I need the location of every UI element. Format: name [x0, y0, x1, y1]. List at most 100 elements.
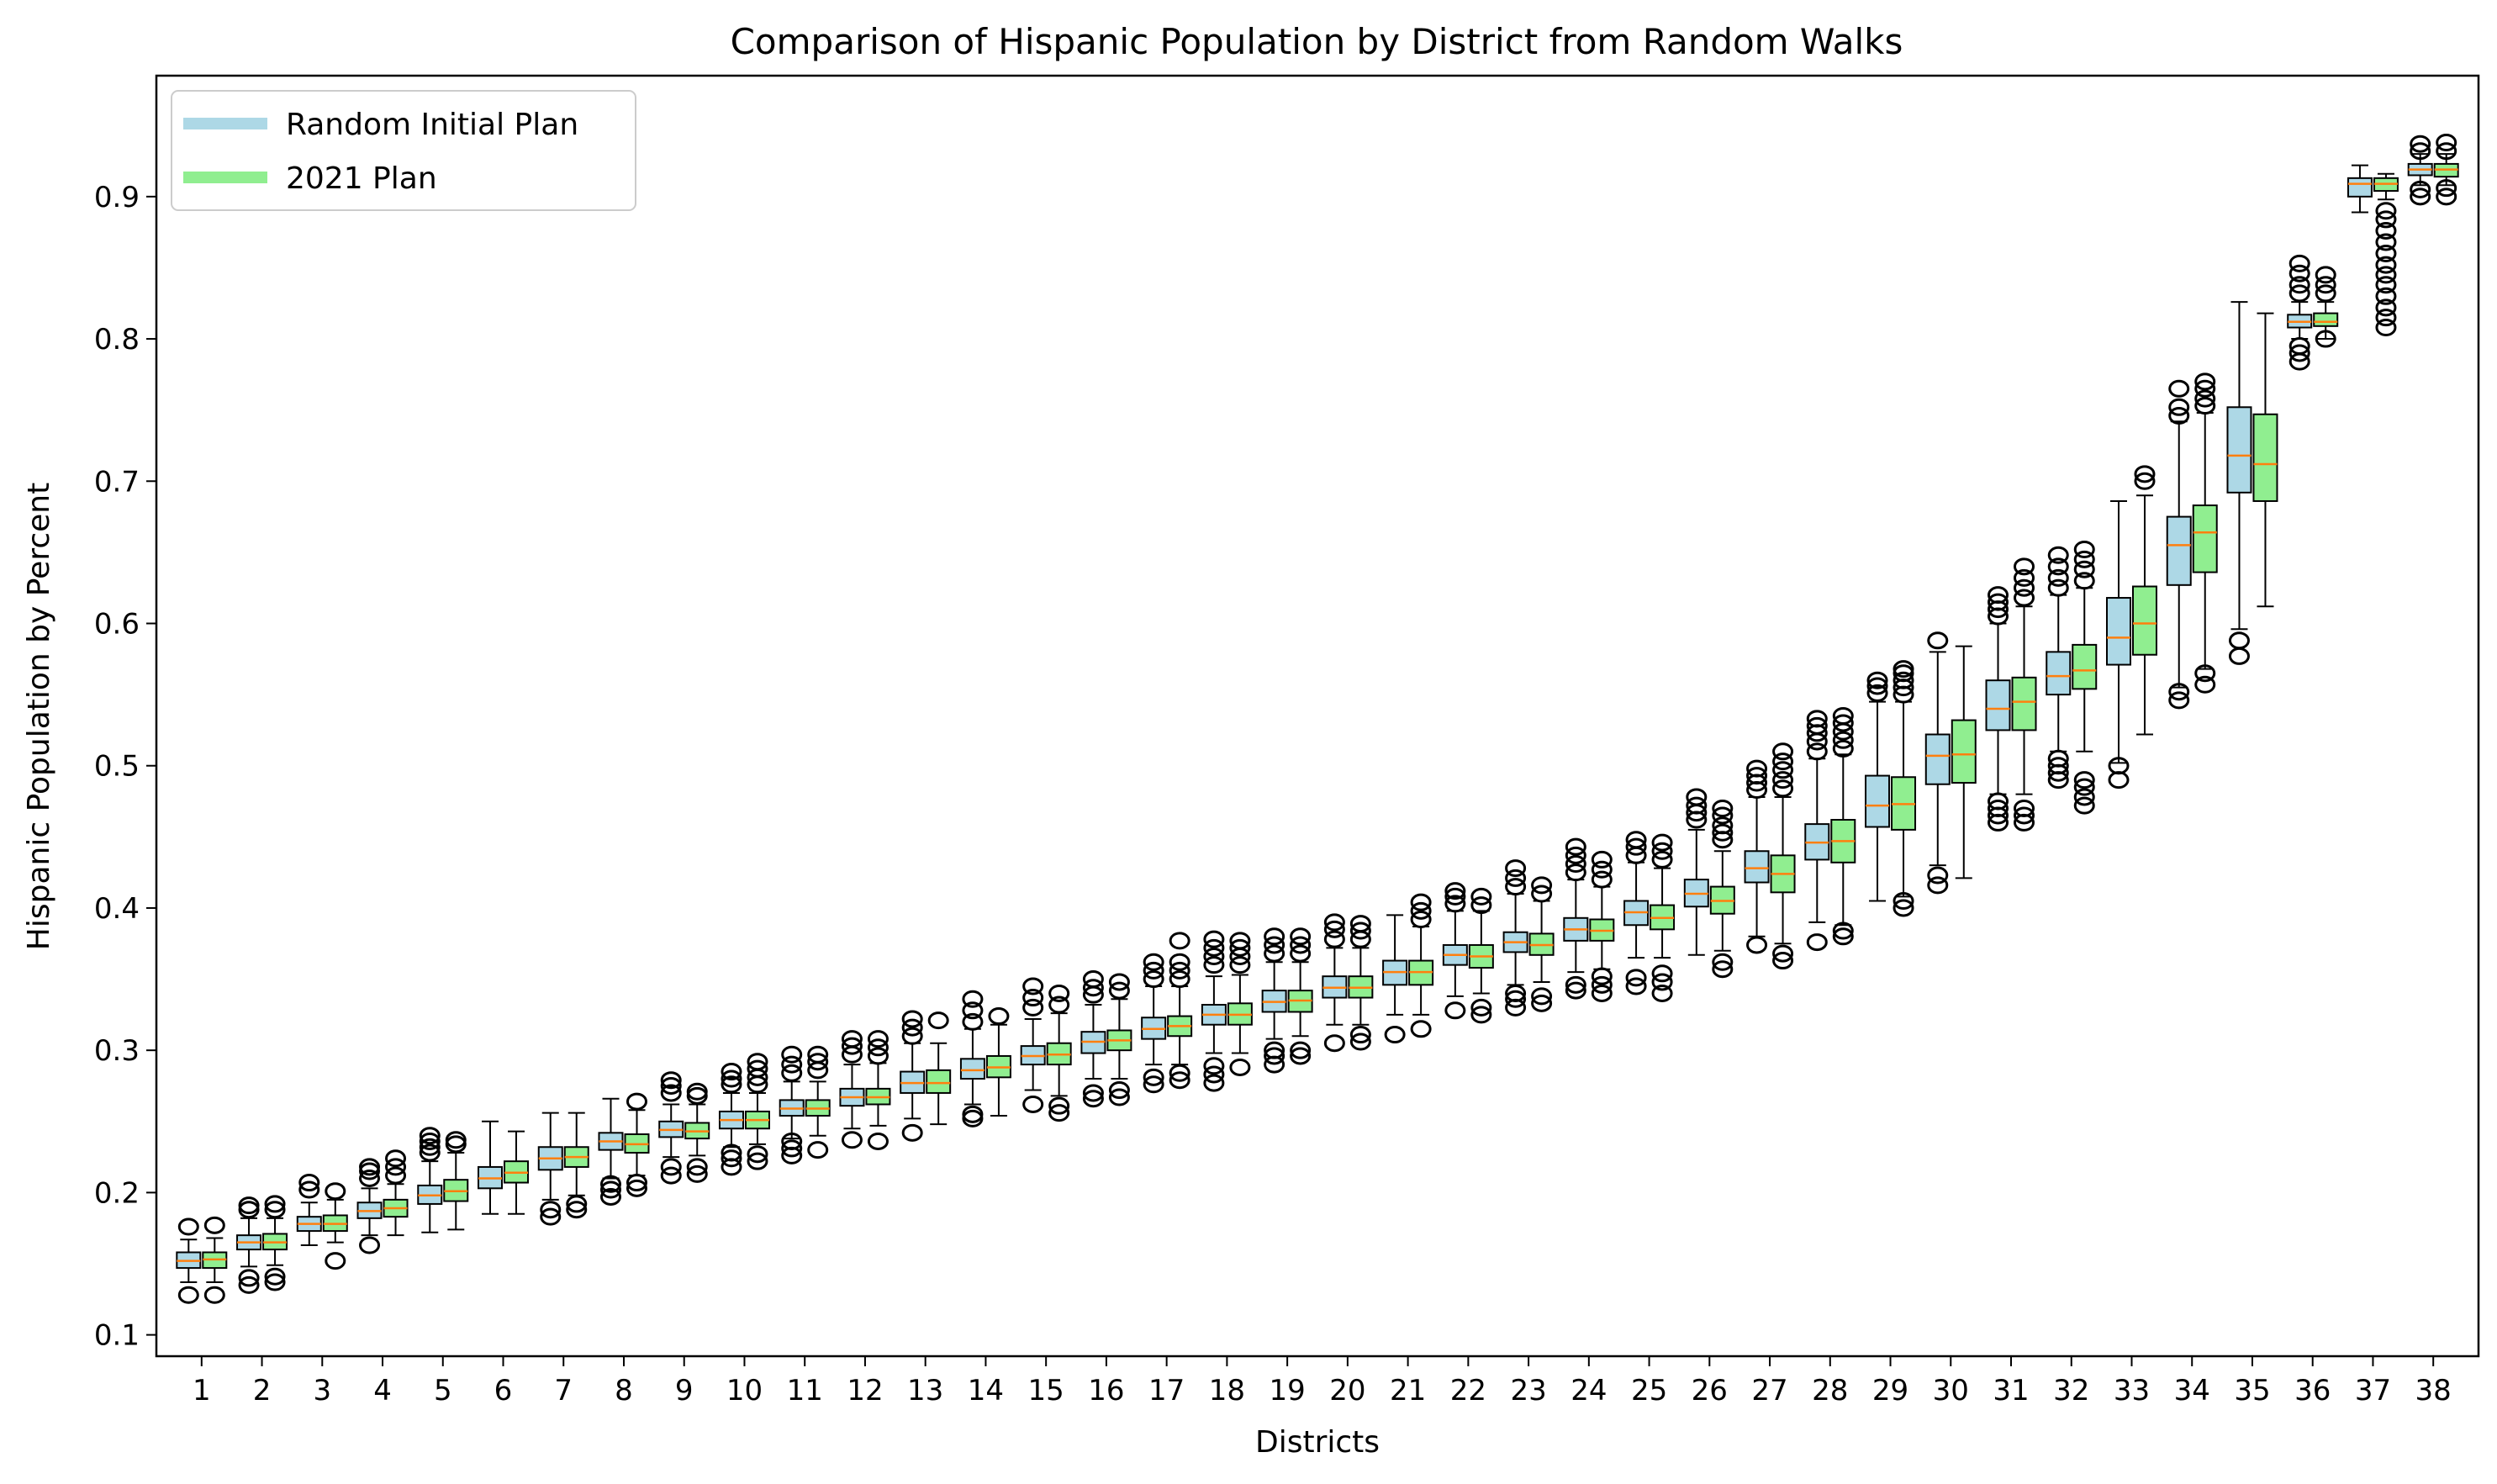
box-iqr [2347, 177, 2373, 198]
outlier-point [1565, 837, 1586, 856]
outlier-point [1651, 850, 1673, 869]
outlier-point [2047, 757, 2069, 775]
box-2021-plan-district-25 [1650, 833, 1676, 1002]
outlier-point [2288, 344, 2310, 362]
outlier-point [1772, 944, 1794, 963]
x-tick-label: 5 [434, 1374, 452, 1407]
box-2021-plan-district-29 [1891, 660, 1917, 917]
x-tick-label: 38 [2415, 1374, 2452, 1407]
x-tick-label: 29 [1872, 1374, 1908, 1407]
outlier-point [1143, 970, 1164, 989]
outlier-point [359, 1236, 381, 1254]
box-2021-plan-district-32 [2072, 541, 2098, 815]
outlier-point [1349, 915, 1371, 933]
outlier-point [359, 1158, 381, 1176]
outlier-point [721, 1143, 742, 1162]
outlier-point [1048, 984, 1070, 1002]
outlier-point [1988, 799, 2009, 817]
x-tick-label: 19 [1269, 1374, 1305, 1407]
outlier-point [1651, 973, 1673, 991]
outlier-point [2073, 572, 2095, 590]
outlier-point [1169, 1071, 1190, 1090]
outlier-point [238, 1201, 260, 1219]
outlier-point [1531, 876, 1553, 895]
box-2021-plan-district-3 [322, 1182, 348, 1270]
outlier-point [2375, 319, 2397, 337]
box-2021-plan-district-15 [1046, 984, 1072, 1122]
outlier-point [1082, 970, 1104, 989]
outlier-point [781, 1064, 803, 1082]
outlier-point [2375, 245, 2397, 263]
x-tick-label: 7 [554, 1374, 573, 1407]
box-iqr [2192, 504, 2218, 573]
outlier-point [1470, 1006, 1492, 1024]
outlier-point [1712, 806, 1734, 825]
box-2021-plan-district-31 [2011, 557, 2037, 832]
box-2021-plan-district-38 [2433, 134, 2459, 206]
outlier-point [177, 1286, 199, 1304]
y-axis: 0.1 0.2 0.3 0.4 0.5 0.6 0.7 0.8 0.9 [94, 181, 156, 1353]
outlier-point [1169, 970, 1190, 989]
outlier-point [298, 1174, 320, 1192]
legend-frame [171, 90, 636, 211]
outlier-point [988, 1007, 1010, 1026]
outlier-point [1531, 987, 1553, 1006]
outlier-point [1203, 1057, 1225, 1075]
outlier-point [1505, 878, 1527, 896]
outlier-point [1832, 927, 1854, 946]
x-tick-label: 24 [1571, 1374, 1607, 1407]
outlier-point [1410, 901, 1432, 920]
outlier-point [686, 1158, 708, 1176]
outlier-point [1470, 887, 1492, 906]
y-tick-label: 0.3 [94, 1034, 140, 1068]
outlier-point [1565, 975, 1586, 994]
outlier-point [1832, 707, 1854, 725]
outlier-point [1591, 870, 1613, 889]
outlier-point [2014, 799, 2035, 817]
outlier-point [1505, 984, 1527, 1002]
outlier-point [385, 1158, 407, 1176]
outlier-point [747, 1053, 768, 1071]
outlier-point [264, 1267, 286, 1286]
box-random-initial-district-14 [959, 990, 985, 1128]
outlier-point [1229, 938, 1251, 957]
box-random-initial-district-6 [478, 1120, 504, 1215]
outlier-point [264, 1201, 286, 1219]
box-2021-plan-district-11 [805, 1045, 831, 1159]
box-random-initial-district-17 [1141, 953, 1167, 1094]
outlier-point [660, 1076, 682, 1095]
outlier-point [927, 1011, 949, 1030]
x-tick-label: 23 [1510, 1374, 1546, 1407]
box-random-initial-district-29 [1865, 671, 1891, 902]
axes-frame [155, 74, 2480, 1358]
box-random-initial-district-10 [718, 1063, 744, 1176]
outlier-point [1625, 969, 1647, 987]
outlier-point [660, 1071, 682, 1090]
outlier-point [1143, 961, 1164, 980]
outlier-point [2108, 757, 2130, 775]
outlier-point [781, 1055, 803, 1074]
outlier-point [660, 1158, 682, 1176]
x-tick-label: 10 [726, 1374, 763, 1407]
outlier-point [807, 1141, 829, 1159]
outlier-point [2168, 379, 2190, 398]
outlier-point [1893, 664, 1914, 683]
y-tick-label: 0.6 [94, 608, 140, 642]
box-2021-plan-district-35 [2252, 312, 2278, 608]
box-2021-plan-district-13 [926, 1011, 952, 1126]
outlier-point [2073, 778, 2095, 796]
outlier-point [1866, 684, 1888, 702]
box-random-initial-district-3 [296, 1174, 322, 1247]
x-tick-label: 20 [1329, 1374, 1365, 1407]
outlier-point [1591, 850, 1613, 869]
x-tick-label: 37 [2355, 1374, 2391, 1407]
box-2021-plan-district-17 [1167, 932, 1193, 1090]
outlier-point [1203, 1074, 1225, 1092]
outlier-point [2168, 406, 2190, 425]
outlier-point [1410, 910, 1432, 928]
outlier-point [1806, 742, 1828, 761]
box-random-initial-district-22 [1442, 882, 1468, 1020]
box-iqr [2105, 597, 2131, 666]
outlier-point [445, 1131, 467, 1149]
legend-label-2021-plan: 2021 Plan [286, 161, 437, 196]
